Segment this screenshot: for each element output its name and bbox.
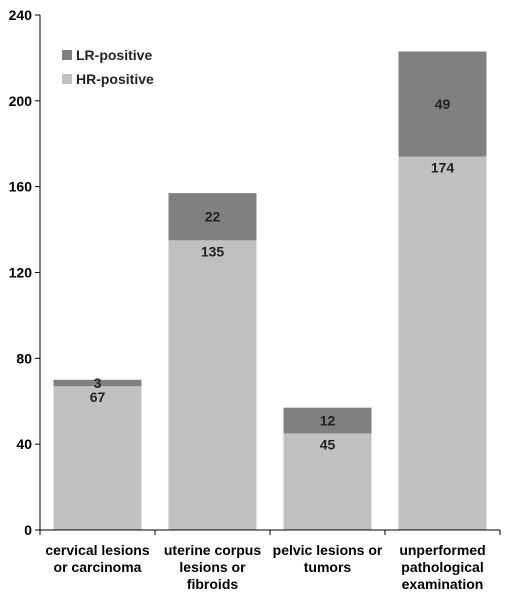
- legend-swatch: [62, 50, 72, 60]
- bar-lr-positive-2: [283, 407, 372, 434]
- category-label: tumors: [304, 559, 352, 575]
- y-axis: 0 40 80 120 160 200 240: [9, 7, 41, 538]
- category-label: fibroids: [187, 576, 239, 592]
- y-tick-label: 0: [24, 522, 32, 538]
- legend-label: LR-positive: [76, 47, 152, 63]
- data-label: 174: [431, 160, 455, 176]
- bars: 673 135 22 45 12 174 49: [53, 51, 487, 530]
- bar-hr-positive-2: [283, 433, 372, 530]
- bar-lr-positive-1: [168, 193, 257, 241]
- category-label: unperformed: [399, 542, 485, 558]
- category-label: uterine corpus: [164, 542, 261, 558]
- bar-lr-positive-0: [53, 379, 142, 387]
- bar-lr-positive-3: [398, 51, 487, 157]
- y-tick-label: 160: [9, 179, 33, 195]
- data-label: 12: [320, 413, 336, 429]
- category-label: lesions or: [179, 559, 246, 575]
- legend-swatch: [62, 74, 72, 84]
- data-label: 45: [320, 436, 336, 452]
- category-label: examination: [402, 576, 484, 592]
- y-tick-label: 240: [9, 7, 33, 23]
- bar-hr-positive-3: [398, 156, 487, 530]
- category-label: cervical lesions: [45, 542, 150, 558]
- legend-label: HR-positive: [76, 71, 154, 87]
- y-tick-label: 80: [16, 350, 32, 366]
- data-label: 49: [435, 96, 451, 112]
- legend: LR-positive HR-positive: [62, 47, 154, 87]
- bar-hr-positive-0: [53, 386, 142, 530]
- data-label: 22: [205, 209, 221, 225]
- category-label: pathological: [401, 559, 483, 575]
- y-tick-label: 120: [9, 265, 33, 281]
- bar-hr-positive-1: [168, 240, 257, 530]
- category-label: pelvic lesions or: [273, 542, 383, 558]
- y-tick-label: 40: [16, 436, 32, 452]
- data-label: 3: [94, 375, 102, 391]
- y-tick-label: 200: [9, 93, 33, 109]
- category-label: or carcinoma: [54, 559, 142, 575]
- data-label: 135: [201, 243, 225, 259]
- data-label: 67: [90, 389, 106, 405]
